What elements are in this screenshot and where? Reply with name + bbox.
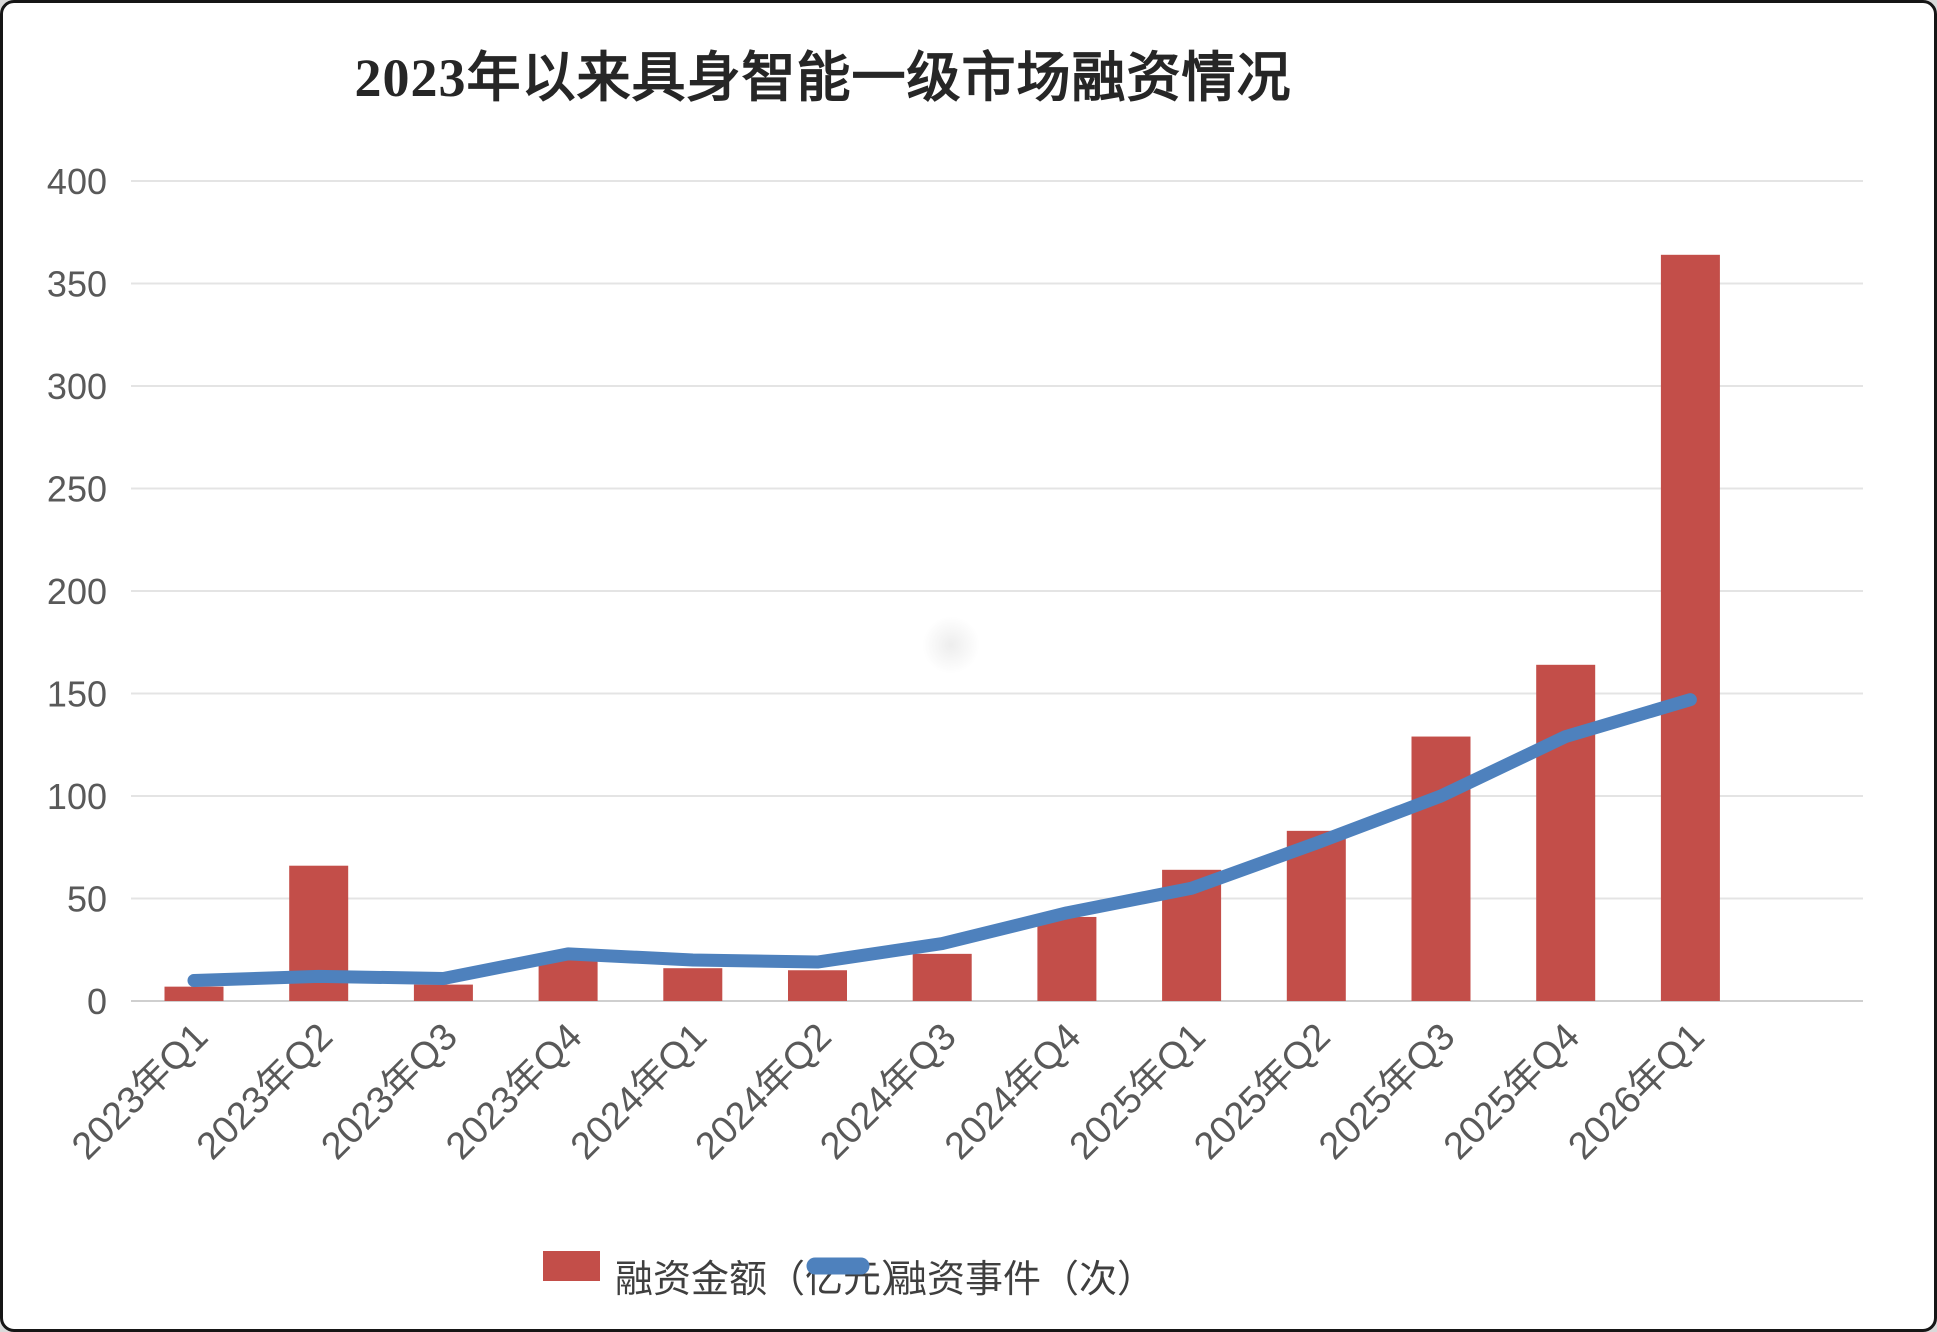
bar-2024年Q1: [663, 968, 723, 1001]
x-tick-label-2025年Q2: 2025年Q2: [1186, 1016, 1338, 1168]
events-line: [187, 693, 1697, 987]
x-tick-label-2025年Q1: 2025年Q1: [1062, 1016, 1214, 1168]
y-tick-label-200: 200: [47, 571, 107, 612]
bar-2024年Q3: [912, 953, 972, 1001]
y-tick-label-100: 100: [47, 776, 107, 817]
bar-2024年Q4: [1037, 916, 1097, 1001]
y-tick-label-250: 250: [47, 469, 107, 510]
bar-2023年Q3: [413, 984, 473, 1001]
legend-bar-label: 融资金额（亿元）: [615, 1259, 919, 1301]
bar-2024年Q2: [788, 970, 847, 1001]
legend-line-label: 融资事件（次）: [889, 1259, 1155, 1301]
legend-bar-swatch: [543, 1251, 600, 1281]
y-tick-label-50: 50: [67, 879, 107, 920]
x-tick-label-2023年Q1: 2023年Q1: [64, 1016, 216, 1168]
bar-2023年Q4: [538, 960, 598, 1001]
x-tick-label-2024年Q4: 2024年Q4: [937, 1016, 1089, 1168]
y-tick-label-400: 400: [47, 161, 107, 202]
y-tick-label-300: 300: [47, 366, 107, 407]
x-tick-label-2024年Q3: 2024年Q3: [812, 1016, 964, 1168]
x-tick-label-2023年Q4: 2023年Q4: [438, 1016, 590, 1168]
bar-2025年Q4: [1536, 664, 1596, 1001]
financing-combo-chart: 0501001502002503003504002023年Q12023年Q220…: [47, 161, 1863, 1301]
y-tick-label-350: 350: [47, 264, 107, 305]
y-tick-label-150: 150: [47, 674, 107, 715]
x-tick-label-2024年Q2: 2024年Q2: [688, 1016, 840, 1168]
x-tick-label-2026年Q1: 2026年Q1: [1561, 1016, 1713, 1168]
bar-2025年Q3: [1411, 736, 1471, 1001]
bar-2026年Q1: [1660, 254, 1720, 1002]
chart-title: 2023年以来具身智能一级市场融资情况: [354, 48, 1292, 108]
bar-2025年Q2: [1286, 830, 1346, 1001]
bar-2023年Q1: [164, 986, 224, 1001]
x-tick-label-2025年Q4: 2025年Q4: [1436, 1016, 1588, 1168]
y-tick-label-0: 0: [87, 981, 107, 1022]
x-tick-label-2025年Q3: 2025年Q3: [1311, 1016, 1463, 1168]
x-tick-label-2024年Q1: 2024年Q1: [563, 1016, 715, 1168]
x-tick-label-2023年Q3: 2023年Q3: [314, 1016, 466, 1168]
x-tick-label-2023年Q2: 2023年Q2: [189, 1016, 341, 1168]
